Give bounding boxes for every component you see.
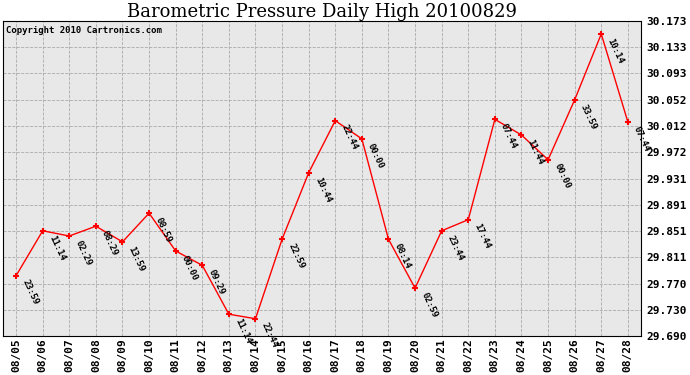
Text: 10:14: 10:14: [605, 37, 625, 65]
Text: 11:14: 11:14: [47, 234, 66, 262]
Text: 11:14: 11:14: [233, 317, 253, 345]
Text: 22:44: 22:44: [259, 321, 279, 350]
Text: 23:44: 23:44: [446, 234, 465, 262]
Text: 10:44: 10:44: [313, 176, 333, 204]
Text: 33:59: 33:59: [579, 103, 598, 131]
Text: 07:44: 07:44: [499, 122, 519, 150]
Text: 07:44: 07:44: [632, 125, 651, 153]
Text: 13:59: 13:59: [127, 244, 146, 273]
Text: 22:59: 22:59: [286, 242, 306, 270]
Text: 02:59: 02:59: [420, 291, 439, 319]
Text: 00:00: 00:00: [366, 142, 386, 170]
Text: 02:29: 02:29: [73, 239, 93, 267]
Title: Barometric Pressure Daily High 20100829: Barometric Pressure Daily High 20100829: [127, 3, 517, 21]
Text: 11:44: 11:44: [526, 138, 545, 166]
Text: 08:29: 08:29: [100, 229, 119, 257]
Text: 09:29: 09:29: [206, 268, 226, 296]
Text: 08:14: 08:14: [393, 242, 412, 270]
Text: Copyright 2010 Cartronics.com: Copyright 2010 Cartronics.com: [6, 26, 162, 34]
Text: 23:59: 23:59: [20, 279, 40, 307]
Text: 00:00: 00:00: [552, 162, 572, 190]
Text: 00:00: 00:00: [180, 254, 199, 282]
Text: 08:59: 08:59: [153, 216, 172, 244]
Text: 17:44: 17:44: [473, 222, 492, 251]
Text: 22:44: 22:44: [339, 123, 359, 152]
